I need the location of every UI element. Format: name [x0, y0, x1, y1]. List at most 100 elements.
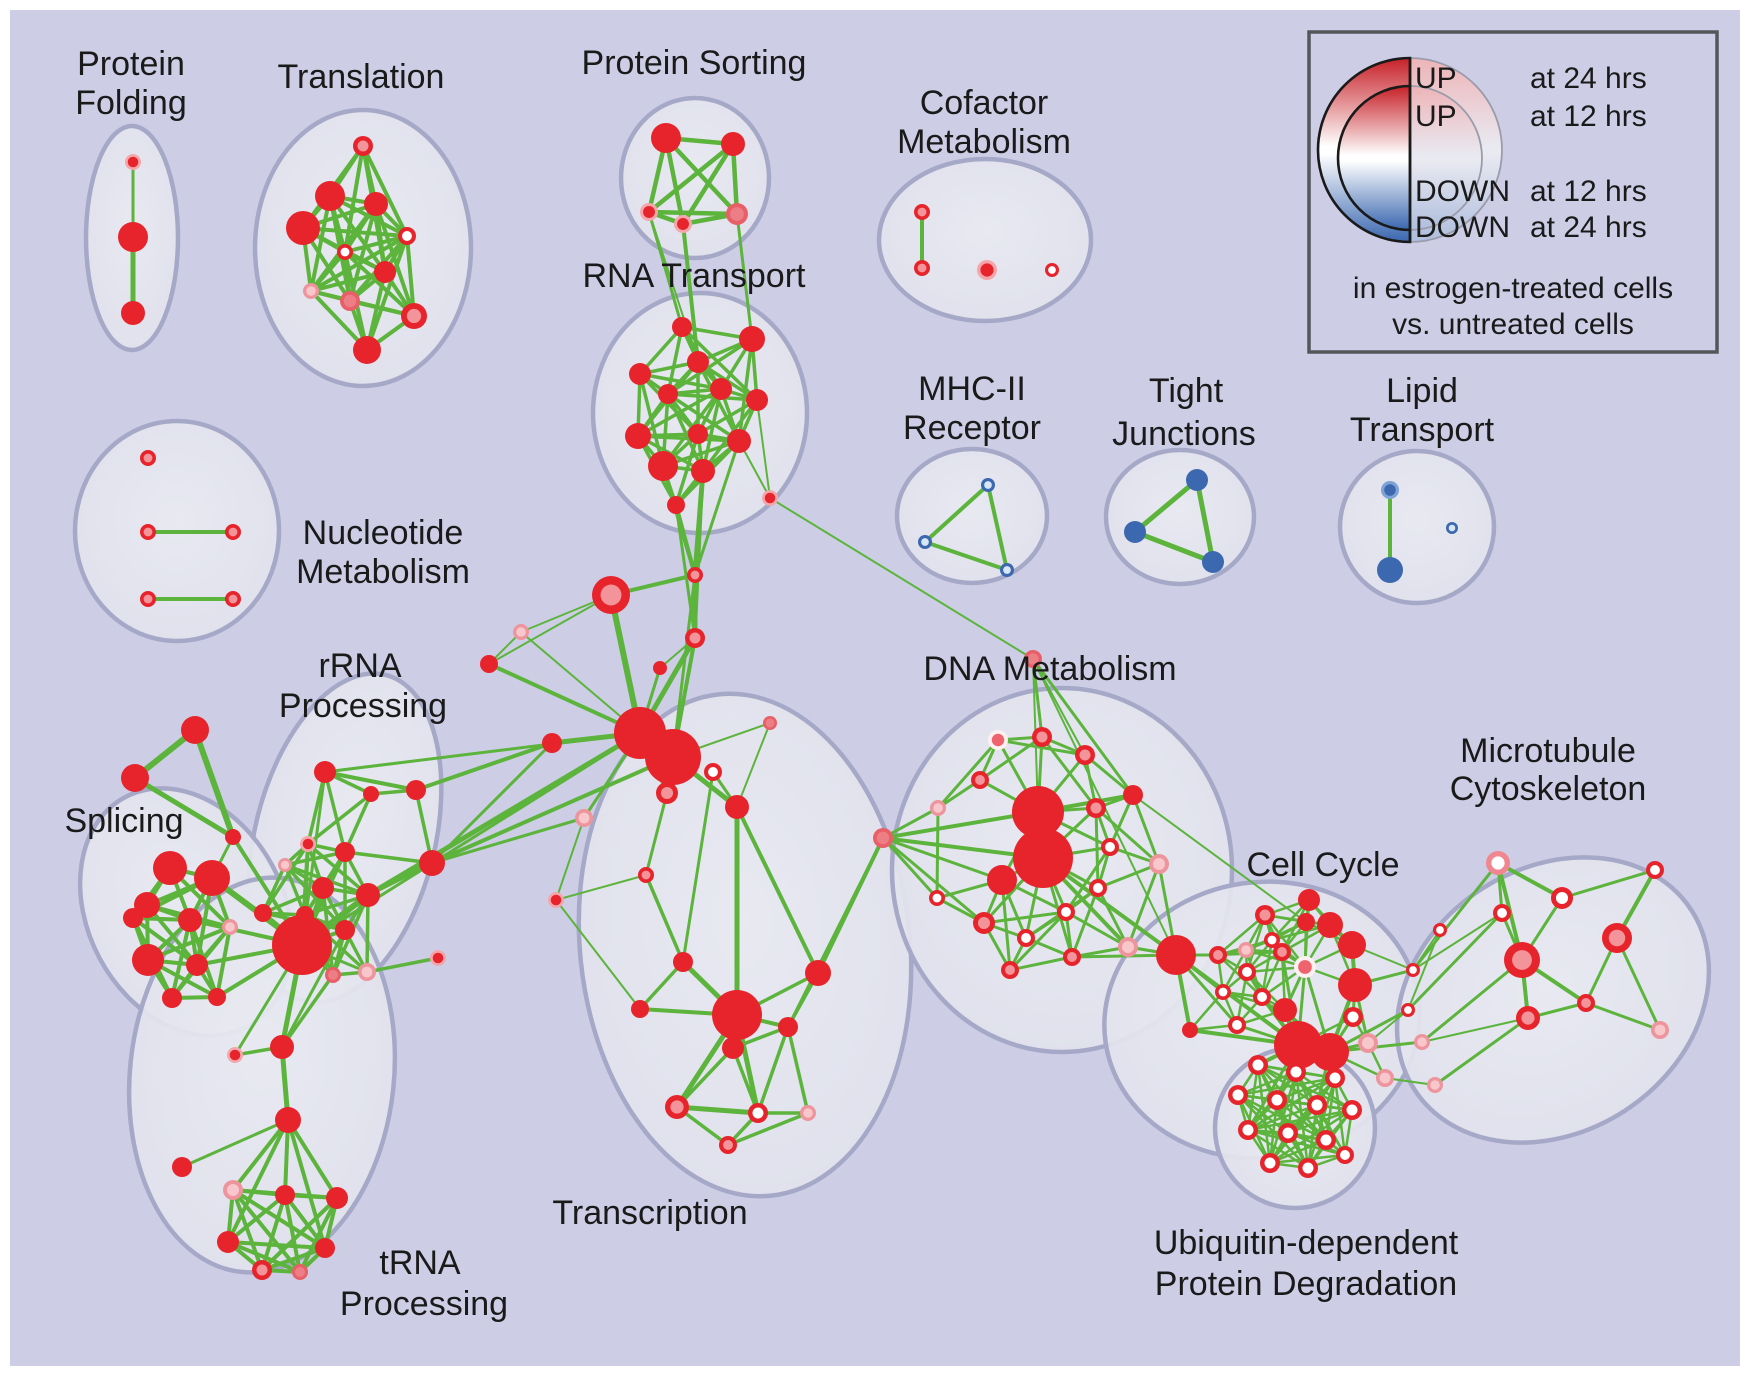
network-node: [704, 763, 722, 781]
network-node: [726, 203, 748, 225]
legend: UP at 24 hrs UP at 12 hrs DOWN at 12 hrs DOWN a…: [1307, 30, 1719, 354]
network-node: [208, 988, 226, 1006]
node-inner-circle: [984, 481, 992, 489]
network-node: [140, 450, 156, 466]
network-node: [873, 828, 893, 848]
node-inner-circle: [1036, 731, 1048, 743]
network-node: [1381, 481, 1399, 499]
network-node: [513, 624, 529, 640]
network-node: [1149, 854, 1169, 874]
node-outer-ring: [275, 1107, 301, 1133]
network-node: [548, 892, 564, 908]
legend-state-label-0: UP: [1415, 62, 1457, 95]
node-inner-circle: [1259, 909, 1271, 921]
edge: [756, 1025, 790, 1115]
node-outer-ring: [356, 883, 380, 907]
node-inner-circle: [1003, 566, 1011, 574]
edge: [1008, 955, 1074, 972]
network-node: [1294, 956, 1316, 978]
cluster-ellipse-tight-junctions: [1103, 447, 1257, 587]
network-node: [929, 890, 945, 906]
node-outer-ring: [374, 261, 396, 283]
network-node: [254, 904, 272, 922]
network-node: [1377, 557, 1403, 583]
node-outer-ring: [648, 451, 678, 481]
edge: [1260, 938, 1274, 999]
network-node: [275, 1107, 301, 1133]
network-node: [121, 301, 145, 325]
node-outer-ring: [722, 1037, 744, 1059]
node-inner-circle: [306, 286, 316, 296]
network-node: [419, 850, 445, 876]
edge: [769, 497, 1034, 660]
network-node: [1551, 887, 1573, 909]
network-node: [710, 378, 732, 400]
network-node: [719, 1136, 737, 1154]
network-node: [227, 1047, 243, 1063]
node-outer-ring: [645, 729, 701, 785]
node-inner-circle: [228, 594, 238, 604]
node-inner-circle: [256, 1264, 268, 1276]
cluster-label-lipid-transport-line1: Transport: [1350, 411, 1495, 449]
edge: [231, 1188, 302, 1274]
edge: [226, 1240, 302, 1274]
network-node: [326, 1187, 348, 1209]
node-inner-circle: [1491, 856, 1505, 870]
node-inner-circle: [1581, 998, 1591, 1008]
network-node: [651, 123, 681, 153]
network-node: [303, 283, 319, 299]
cluster-label-rrna-processing-line0: rRNA: [318, 647, 401, 685]
node-inner-circle: [578, 812, 590, 824]
network-node: [1255, 905, 1275, 925]
cluster-label-rrna-processing-line1: Processing: [279, 687, 447, 725]
edge: [1496, 861, 1564, 900]
node-inner-circle: [689, 632, 701, 644]
network-node: [123, 908, 143, 928]
network-node: [763, 716, 777, 730]
network-node: [398, 227, 416, 245]
network-node: [640, 203, 658, 221]
node-inner-circle: [765, 718, 775, 728]
network-node: [722, 1037, 744, 1059]
cluster-label-tight-junctions-line0: Tight: [1149, 372, 1224, 410]
edge: [693, 439, 741, 577]
node-outer-ring: [1124, 521, 1146, 543]
node-inner-circle: [1362, 1037, 1374, 1049]
edge: [1094, 806, 1161, 866]
cluster-label-rna-transport-line0: RNA Transport: [583, 257, 807, 295]
edge: [1324, 1076, 1337, 1142]
edge: [1246, 1103, 1319, 1132]
network-node: [673, 952, 693, 972]
cluster-label-mhc-ii-receptor-line1: Receptor: [903, 409, 1041, 447]
edge: [726, 1111, 810, 1147]
network-node: [1307, 1095, 1327, 1115]
edge: [1421, 1017, 1529, 1043]
network-node: [178, 908, 202, 932]
edge: [674, 1104, 761, 1116]
cluster-label-microtubule-cytoskeleton-line1: Cytoskeleton: [1450, 770, 1647, 808]
network-node: [194, 860, 230, 896]
edge: [881, 810, 1040, 840]
node-inner-circle: [340, 247, 350, 257]
edge: [881, 806, 940, 840]
cluster-ellipse-lipid-transport: [1337, 448, 1497, 606]
network-node: [406, 780, 426, 800]
cluster-ellipse-protein-sorting: [618, 95, 772, 261]
cluster-label-lipid-transport-line0: Lipid: [1386, 372, 1458, 410]
cluster-label-trna-processing-line0: tRNA: [379, 1244, 461, 1282]
network-node: [1286, 1062, 1306, 1082]
node-outer-ring: [286, 211, 320, 245]
network-node: [1012, 786, 1064, 838]
cluster-label-protein-folding-line1: Folding: [75, 84, 187, 122]
node-outer-ring: [1311, 1033, 1349, 1071]
node-inner-circle: [1257, 992, 1267, 1002]
node-outer-ring: [121, 764, 149, 792]
node-inner-circle: [228, 527, 238, 537]
network-node: [762, 490, 778, 506]
nodes-layer: [118, 123, 1669, 1280]
node-inner-circle: [975, 775, 985, 785]
legend-inner-circle-left-half: [1336, 84, 1412, 232]
edge: [1216, 913, 1267, 957]
edge: [1584, 1001, 1662, 1032]
